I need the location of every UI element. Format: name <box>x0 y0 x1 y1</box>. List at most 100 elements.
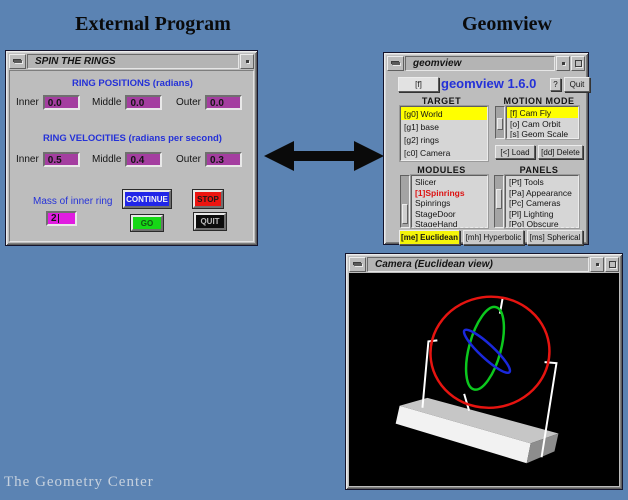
scrollbar-thumb[interactable] <box>402 204 408 225</box>
spin-titlebar[interactable]: SPIN THE RINGS <box>9 54 254 69</box>
go-button[interactable]: GO <box>131 215 163 231</box>
dash-icon <box>13 60 22 63</box>
module-item-spinrings[interactable]: Spinrings <box>415 198 451 208</box>
dash-icon <box>391 62 400 65</box>
window-menu-icon[interactable] <box>556 56 570 71</box>
position-outer-group: Outer 0.0 <box>176 95 243 110</box>
target-list: [g0] World [g1] base [g2] rings [c0] Cam… <box>400 106 488 161</box>
position-inner-group: Inner 0.0 <box>16 95 80 110</box>
quit-button[interactable]: QUIT <box>194 213 226 230</box>
dash-icon <box>353 263 362 266</box>
position-middle-field[interactable]: 0.0 <box>125 95 163 110</box>
panels-scrollbar[interactable] <box>494 175 504 228</box>
maximize-icon[interactable] <box>571 56 585 71</box>
window-menu-icon[interactable] <box>590 257 604 272</box>
motion-item-cam-orbit[interactable]: [o] Cam Orbit <box>510 118 561 129</box>
geomview-titlebar[interactable]: geomview <box>387 56 585 71</box>
camera-window: Camera (Euclidean view) <box>345 253 623 490</box>
dot-icon <box>561 62 565 65</box>
scrollbar-thumb[interactable] <box>496 188 502 210</box>
target-item-rings[interactable]: [g2] rings <box>404 135 439 145</box>
ring-velocities-header: RING VELOCITIES (radians per second) <box>43 133 222 144</box>
scrollbar-thumb[interactable] <box>497 117 503 131</box>
hyperbolic-space-button[interactable]: [mh] Hyperbolic <box>463 230 524 245</box>
panel-item-cameras[interactable]: [Pc] Cameras <box>509 198 561 208</box>
square-icon <box>608 261 616 268</box>
modules-list: Slicer [1]Spinrings Spinrings StageDoor … <box>411 175 488 228</box>
motion-mode-header: MOTION MODE <box>503 96 575 106</box>
motion-item-cam-fly[interactable]: [f] Cam Fly <box>507 107 578 118</box>
position-outer-label: Outer <box>176 97 202 108</box>
target-header: TARGET <box>421 96 462 106</box>
external-program-title: External Program <box>75 13 231 35</box>
outer-ring <box>429 295 551 410</box>
f-shortcut-button[interactable]: [f] <box>398 77 439 92</box>
ring-positions-header: RING POSITIONS (radians) <box>72 78 193 89</box>
camera-titlebar[interactable]: Camera (Euclidean view) <box>349 257 619 272</box>
target-item-world[interactable]: [g0] World <box>401 107 487 120</box>
module-item-stagedoor[interactable]: StageDoor <box>415 208 456 219</box>
minimize-icon[interactable] <box>9 54 26 69</box>
velocity-middle-field[interactable]: 0.4 <box>125 152 163 167</box>
position-outer-field[interactable]: 0.0 <box>205 95 243 110</box>
module-item-slicer[interactable]: Slicer <box>415 177 437 187</box>
mass-of-inner-ring-label: Mass of inner ring <box>33 196 113 207</box>
geometry-center-credit: The Geometry Center <box>4 474 154 490</box>
spin-body-panel <box>9 70 254 242</box>
mass-value: 2 <box>51 213 57 224</box>
platform-top-face <box>399 397 559 444</box>
square-icon <box>574 60 582 67</box>
camera-viewport[interactable] <box>349 273 619 486</box>
help-button[interactable]: ? <box>550 78 561 91</box>
platform-front-face <box>395 405 531 464</box>
module-item-stagehand[interactable]: StageHand <box>415 219 458 228</box>
panels-list: [Pt] Tools [Pa] Appearance [Pc] Cameras … <box>505 175 579 228</box>
modules-scrollbar[interactable] <box>400 175 410 228</box>
velocity-middle-label: Middle <box>92 154 122 165</box>
minimize-icon[interactable] <box>387 56 404 71</box>
panel-item-obscure[interactable]: [Po] Obscure <box>509 219 559 228</box>
spherical-space-button[interactable]: [ms] Spherical <box>527 230 583 245</box>
panel-item-appearance[interactable]: [Pa] Appearance <box>509 187 572 198</box>
target-item-camera[interactable]: [c0] Camera <box>404 148 451 158</box>
mass-input[interactable]: 2 <box>46 211 77 226</box>
panel-item-lighting[interactable]: [Pl] Lighting <box>509 208 554 219</box>
middle-ring <box>464 305 506 391</box>
delete-button[interactable]: [dd] Delete <box>538 145 583 159</box>
euclidean-space-button[interactable]: [me] Euclidean <box>399 230 460 245</box>
window-menu-icon[interactable] <box>240 54 254 69</box>
maximize-icon[interactable] <box>605 257 619 272</box>
rings-3d-scene <box>395 295 559 464</box>
target-item-base[interactable]: [g1] base <box>404 122 439 132</box>
panel-item-tools[interactable]: [Pt] Tools <box>509 177 544 187</box>
velocity-inner-field[interactable]: 0.5 <box>42 152 80 167</box>
geomview-window: geomview [f] geomview 1.6.0 ? Quit TARGE… <box>383 52 590 245</box>
geomview-window-title: geomview <box>405 56 555 71</box>
position-inner-field[interactable]: 0.0 <box>42 95 80 110</box>
spin-the-rings-window: SPIN THE RINGS RING POSITIONS (radians) … <box>5 50 258 246</box>
frame-left-post <box>421 339 438 408</box>
position-middle-label: Middle <box>92 97 122 108</box>
position-inner-label: Inner <box>16 97 39 108</box>
geomview-version-label: geomview 1.6.0 <box>441 76 537 91</box>
minimize-icon[interactable] <box>349 257 366 272</box>
stop-button[interactable]: STOP <box>193 190 223 208</box>
velocity-outer-group: Outer 0.3 <box>176 152 243 167</box>
velocity-inner-label: Inner <box>16 154 39 165</box>
panels-header: PANELS <box>519 165 559 175</box>
geomview-quit-button[interactable]: Quit <box>564 77 590 92</box>
load-button[interactable]: [<] Load <box>495 145 535 159</box>
motion-item-geom-scale[interactable]: [s] Geom Scale <box>510 129 569 139</box>
dot-icon <box>595 263 599 266</box>
continue-button[interactable]: CONTINUE <box>123 190 171 208</box>
motion-mode-scrollbar[interactable] <box>495 106 505 139</box>
module-item-spinrings-running[interactable]: [1]Spinrings <box>415 187 465 198</box>
velocity-outer-field[interactable]: 0.3 <box>205 152 243 167</box>
velocity-outer-label: Outer <box>176 154 202 165</box>
spindle-bottom <box>463 393 471 411</box>
bidirectional-arrow-icon <box>264 141 384 171</box>
modules-header: MODULES <box>417 165 466 175</box>
inner-ring <box>462 328 512 375</box>
position-middle-group: Middle 0.0 <box>92 95 163 110</box>
